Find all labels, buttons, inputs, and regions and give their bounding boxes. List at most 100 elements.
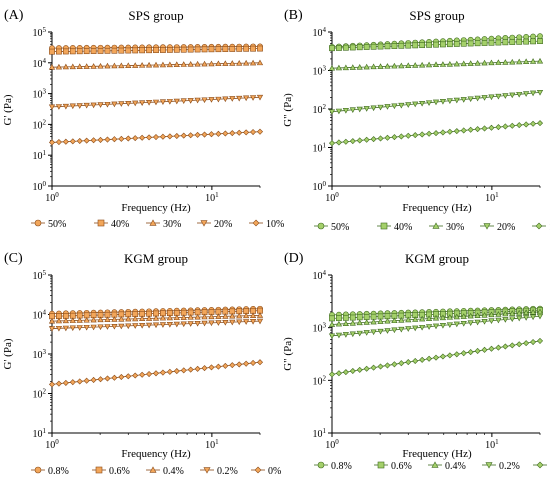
data-point [328, 109, 336, 115]
data-point [104, 136, 111, 143]
data-point [474, 312, 481, 318]
data-point [83, 316, 90, 323]
data-point [166, 47, 173, 53]
y-tick-label: 103 [33, 88, 47, 101]
data-point [55, 325, 63, 332]
data-point [523, 121, 530, 128]
data-point [467, 349, 474, 356]
data-point [363, 319, 370, 325]
data-point [342, 314, 349, 321]
y-axis-label: G" (Pa) [282, 337, 294, 371]
data-point [146, 47, 152, 54]
legend-item: 0.6% [92, 466, 130, 477]
data-point [384, 43, 391, 50]
data-point [328, 140, 336, 147]
data-point [481, 346, 488, 353]
data-point [194, 60, 201, 67]
data-point [62, 48, 69, 55]
data-point [236, 361, 243, 368]
data-point [349, 138, 356, 145]
data-point [502, 317, 509, 323]
data-point [425, 324, 433, 330]
legend-item: 10% [249, 219, 284, 230]
data-point [145, 100, 153, 106]
panel-label: (C) [4, 251, 23, 266]
data-point [152, 322, 160, 329]
y-tick-label: 102 [313, 374, 327, 387]
data-point [90, 63, 97, 69]
x-tick-label: 100 [325, 191, 339, 204]
data-point [425, 315, 433, 321]
legend-label: 0.6% [391, 461, 412, 472]
legend-item: 20% [197, 219, 232, 230]
data-point [139, 62, 146, 68]
legend-item: 0.8% [31, 466, 69, 477]
data-point [412, 42, 419, 49]
data-point [166, 99, 173, 105]
data-point [243, 319, 250, 325]
data-point [467, 96, 474, 103]
data-point [48, 381, 56, 388]
data-point [481, 95, 488, 101]
legend-marker [254, 466, 262, 474]
data-point [215, 60, 222, 67]
series-0.6% [49, 307, 263, 320]
data-point [516, 309, 523, 316]
legend-label: 0.2% [499, 461, 520, 472]
series-10% [48, 128, 264, 146]
data-point [363, 365, 370, 372]
data-point [236, 45, 243, 52]
data-point [509, 58, 516, 65]
data-point [49, 48, 55, 55]
data-point [187, 98, 194, 104]
legend-item: 50% [31, 219, 66, 230]
data-point [55, 139, 62, 146]
data-point [180, 314, 187, 320]
data-point [398, 326, 405, 333]
data-point [419, 100, 426, 107]
data-point [166, 368, 173, 375]
data-point [236, 319, 243, 326]
data-point [356, 330, 363, 337]
legend-label: 0% [268, 466, 281, 477]
data-point [328, 64, 336, 71]
legend-item: 0.2% [482, 461, 520, 472]
data-point [537, 33, 543, 40]
legend-item: 0% [533, 461, 547, 469]
data-point [460, 60, 467, 67]
data-point [118, 101, 125, 107]
data-point [76, 63, 83, 69]
data-point [460, 127, 467, 134]
data-point [159, 369, 166, 376]
data-point [536, 57, 544, 64]
data-point [55, 380, 62, 387]
data-point [439, 129, 446, 136]
series-0.2% [328, 313, 544, 340]
data-point [139, 47, 146, 54]
data-point [97, 102, 104, 108]
legend-marker [203, 467, 211, 474]
data-point [118, 47, 125, 54]
data-point [173, 98, 180, 105]
data-point [529, 58, 537, 64]
data-point [118, 62, 125, 69]
x-axis-label: Frequency (Hz) [402, 448, 472, 460]
data-point [523, 340, 530, 347]
data-point [495, 124, 502, 131]
series-0% [48, 359, 264, 388]
data-point [453, 351, 460, 358]
data-point [173, 61, 180, 67]
data-point [139, 371, 146, 378]
data-point [439, 353, 446, 360]
series-30% [48, 59, 264, 70]
data-point [222, 60, 229, 66]
data-point [194, 365, 201, 372]
data-point [405, 316, 412, 323]
data-point [370, 364, 377, 371]
data-point [194, 313, 201, 320]
data-point [509, 92, 516, 99]
legend-label: 50% [331, 222, 349, 233]
legend-item: 40% [94, 219, 129, 230]
data-point [187, 132, 194, 139]
data-point [481, 59, 488, 66]
